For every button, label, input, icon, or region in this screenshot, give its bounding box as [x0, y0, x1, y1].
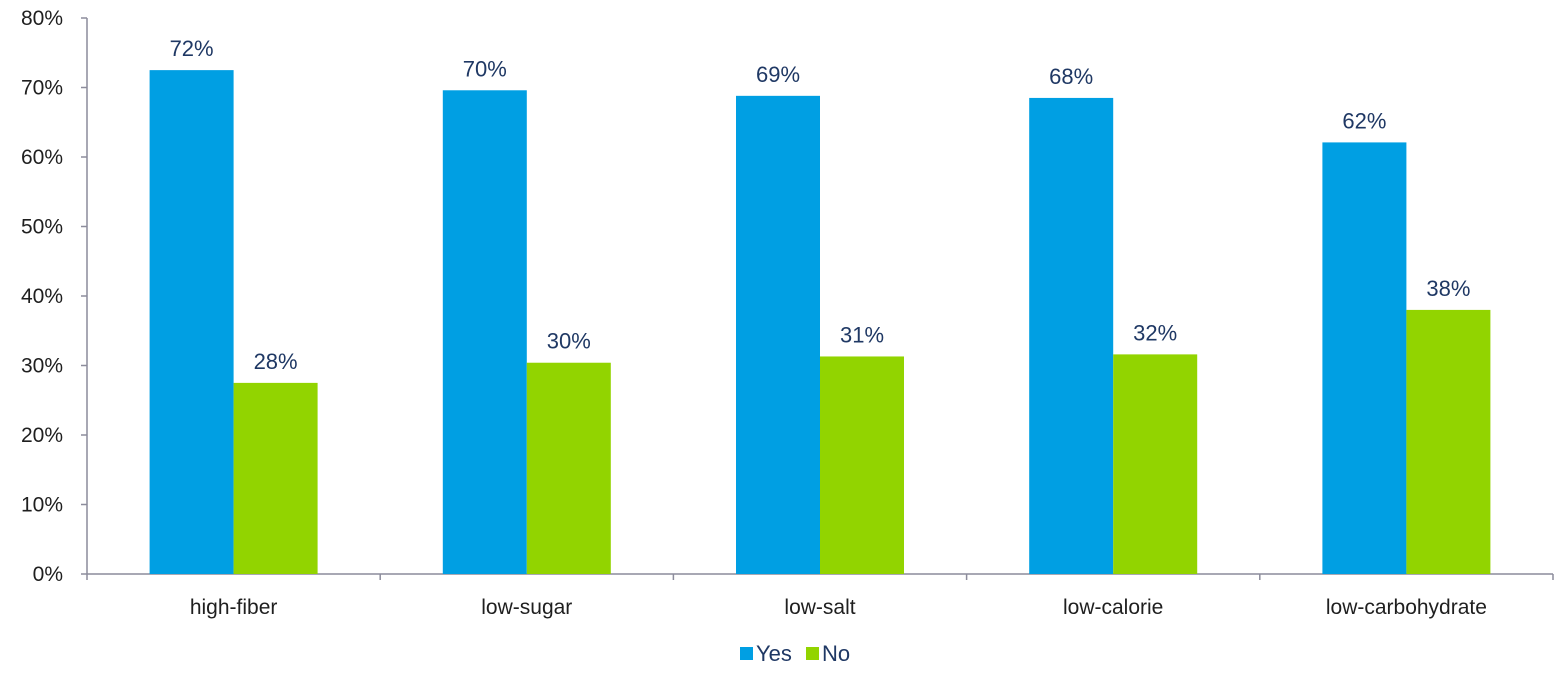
y-tick-label: 30%	[21, 355, 63, 378]
bar-yes-low-calorie	[1029, 97, 1114, 575]
y-tick-label: 0%	[33, 563, 63, 586]
x-tick-label: low-salt	[784, 596, 855, 619]
data-label: 30%	[547, 329, 591, 354]
bar-no-low-carbohydrate	[1406, 309, 1491, 574]
bar-yes-low-carbohydrate	[1322, 142, 1407, 574]
data-label: 70%	[463, 56, 507, 81]
y-tick-label: 70%	[21, 77, 63, 100]
bar-no-low-salt	[820, 356, 904, 574]
y-tick-label: 80%	[21, 7, 63, 30]
y-tick-label: 40%	[21, 285, 63, 308]
y-tick-label: 20%	[21, 424, 63, 447]
x-tick-label: low-calorie	[1063, 596, 1163, 619]
y-tick-label: 60%	[21, 146, 63, 169]
legend-label-yes: Yes	[756, 641, 792, 666]
y-tick-label: 10%	[21, 494, 63, 517]
bar-yes-low-salt	[736, 95, 820, 574]
legend-swatch-no	[806, 647, 819, 660]
x-tick-label: low-carbohydrate	[1326, 596, 1487, 619]
bars	[149, 70, 1491, 575]
legend-swatch-yes	[740, 647, 753, 660]
data-label: 68%	[1049, 64, 1093, 89]
x-axis: high-fiber low-sugar low-salt low-calorie lo…	[86, 573, 1554, 619]
y-tick-label: 50%	[21, 216, 63, 239]
y-axis: 0% 10% 20% 30% 40% 50% 60% 70% 80%	[21, 7, 88, 586]
data-label: 31%	[840, 322, 884, 347]
data-label: 28%	[254, 349, 298, 374]
x-tick-label: high-fiber	[190, 596, 278, 619]
bar-yes-high-fiber	[149, 70, 234, 574]
x-tick-label: low-sugar	[481, 596, 572, 619]
data-label: 62%	[1342, 108, 1386, 133]
data-label: 69%	[756, 62, 800, 87]
bar-no-high-fiber	[233, 382, 318, 574]
bar-yes-low-sugar	[442, 90, 527, 574]
data-label: 72%	[170, 36, 214, 61]
data-label: 38%	[1426, 276, 1470, 301]
legend-label-no: No	[822, 641, 850, 666]
bar-no-low-sugar	[526, 362, 611, 574]
data-label: 32%	[1133, 320, 1177, 345]
bar-no-low-calorie	[1113, 354, 1198, 574]
data-labels: 72% 28% 70% 30% 69% 31% 68% 32% 62% 38%	[170, 36, 1471, 374]
legend: Yes No	[740, 641, 850, 666]
